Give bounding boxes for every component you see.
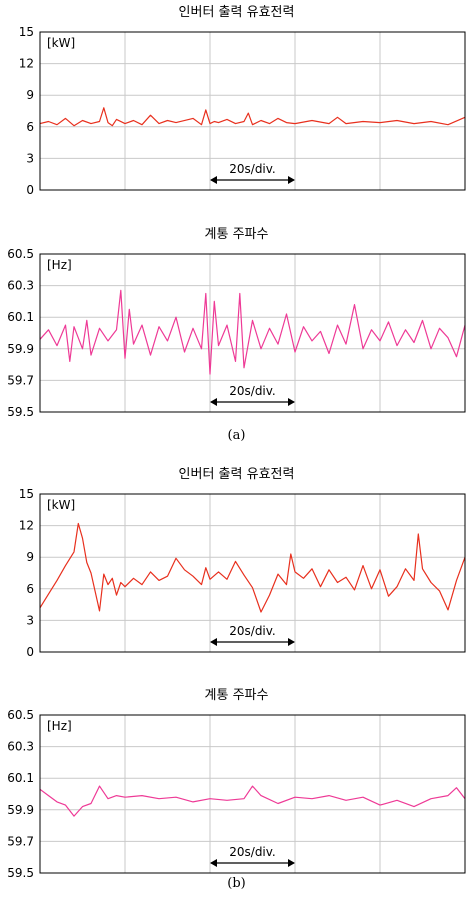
grid-frequency-chart-b: 계통 주파수 60.5 60.3 60.1 59.9 59.7 59.5 [Hz] 20s/di… [0, 683, 473, 883]
scale-label: 20s/div. [229, 845, 276, 859]
y-tick-label: 0 [26, 645, 34, 659]
arrow-left-icon [210, 398, 217, 406]
time-scale-annotation: 20s/div. [210, 162, 295, 184]
chart-svg: 인버터 출력 유효전력 15 12 9 6 3 0 [kW] 20s/div. [19, 467, 466, 659]
y-tick-label: 12 [19, 519, 34, 533]
plot-frame [39, 253, 466, 413]
plot-frame [39, 714, 466, 874]
y-tick-label: 59.5 [7, 405, 34, 419]
scale-label: 20s/div. [229, 384, 276, 398]
y-tick-label: 3 [26, 613, 34, 627]
grid [40, 715, 465, 873]
unit-label: [Hz] [47, 719, 72, 733]
arrow-right-icon [288, 638, 295, 646]
y-tick-label: 15 [19, 25, 34, 39]
time-scale-annotation: 20s/div. [210, 845, 295, 867]
y-tick-label: 12 [19, 57, 34, 71]
y-tick-label: 60.5 [7, 247, 34, 261]
y-tick-label: 0 [26, 183, 34, 197]
arrow-left-icon [210, 859, 217, 867]
y-tick-label: 59.7 [7, 373, 34, 387]
unit-label: [Hz] [47, 258, 72, 272]
grid [40, 32, 465, 190]
chart-title: 인버터 출력 유효전력 [179, 5, 295, 20]
y-tick-label: 59.7 [7, 834, 34, 848]
series-line [39, 107, 466, 127]
y-tick-label: 9 [26, 550, 34, 564]
arrow-left-icon [210, 176, 217, 184]
series-line [39, 785, 466, 817]
unit-label: [kW] [47, 36, 75, 50]
arrow-right-icon [288, 398, 295, 406]
grid [40, 254, 465, 412]
y-tick-label: 6 [26, 582, 34, 596]
caption-b: (b) [227, 876, 246, 891]
arrow-right-icon [288, 859, 295, 867]
chart-title: 계통 주파수 [205, 688, 269, 703]
chart-svg: 계통 주파수 60.5 60.3 60.1 59.9 59.7 59.5 [Hz] 20s/di… [7, 688, 466, 880]
y-tick-label: 59.9 [7, 803, 34, 817]
active-power-chart-b: 인버터 출력 유효전력 15 12 9 6 3 0 [kW] 20s/div. [0, 462, 473, 662]
y-tick-label: 59.5 [7, 866, 34, 880]
plot-frame [39, 31, 466, 191]
y-tick-label: 60.1 [7, 310, 34, 324]
series-line [39, 289, 466, 375]
grid-frequency-chart-a: 계통 주파수 60.5 60.3 60.1 59.9 59.7 59.5 [Hz] 20s/di… [0, 222, 473, 422]
arrow-left-icon [210, 638, 217, 646]
arrow-right-icon [288, 176, 295, 184]
unit-label: [kW] [47, 498, 75, 512]
y-tick-label: 60.5 [7, 708, 34, 722]
chart-title: 계통 주파수 [205, 227, 269, 242]
y-tick-label: 6 [26, 120, 34, 134]
series-line [39, 522, 466, 613]
scale-label: 20s/div. [229, 624, 276, 638]
y-tick-label: 15 [19, 487, 34, 501]
chart-svg: 계통 주파수 60.5 60.3 60.1 59.9 59.7 59.5 [Hz] 20s/di… [7, 227, 466, 419]
y-tick-label: 60.3 [7, 279, 34, 293]
scale-label: 20s/div. [229, 162, 276, 176]
chart-svg: 인버터 출력 유효전력 15 12 9 6 3 0 [kW] 20s/div. [19, 5, 466, 197]
y-tick-label: 59.9 [7, 342, 34, 356]
y-tick-label: 60.3 [7, 740, 34, 754]
y-tick-label: 9 [26, 88, 34, 102]
chart-title: 인버터 출력 유효전력 [179, 467, 295, 482]
caption-a: (a) [227, 428, 246, 443]
time-scale-annotation: 20s/div. [210, 384, 295, 406]
y-tick-label: 3 [26, 151, 34, 165]
plot-frame [39, 493, 466, 653]
y-tick-label: 60.1 [7, 771, 34, 785]
time-scale-annotation: 20s/div. [210, 624, 295, 646]
active-power-chart-a: 인버터 출력 유효전력 15 12 9 6 3 0 [kW] 20s/div. [0, 0, 473, 200]
